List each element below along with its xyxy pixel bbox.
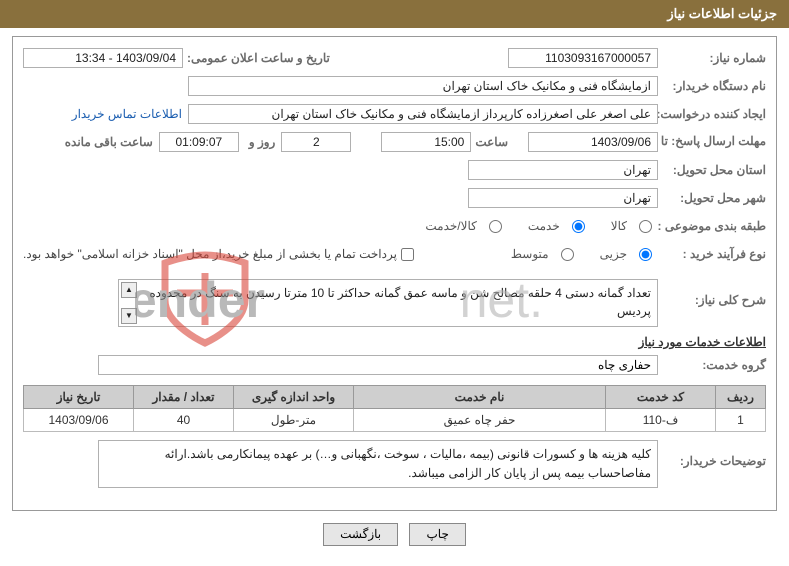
requester-label: ایجاد کننده درخواست:	[658, 107, 766, 121]
td-row: 1	[716, 409, 766, 432]
desc-scrollbar[interactable]: ▲ ▼	[121, 282, 137, 324]
city-value: تهران	[468, 188, 658, 208]
services-table: ردیف کد خدمت نام خدمت واحد اندازه گیری ت…	[23, 385, 766, 432]
buyer-org-label: نام دستگاه خریدار:	[658, 79, 766, 93]
countdown-value: 01:09:07	[159, 132, 239, 152]
radio-service[interactable]	[572, 220, 585, 233]
radio-goods[interactable]	[639, 220, 652, 233]
scroll-up-icon[interactable]: ▲	[121, 282, 137, 298]
general-desc-text: تعداد گمانه دستی 4 حلقه مصالح شن و ماسه …	[149, 286, 651, 318]
order-no-label: شماره نیاز:	[658, 51, 766, 65]
service-group-label: گروه خدمت:	[658, 358, 766, 372]
td-date: 1403/09/06	[24, 409, 134, 432]
radio-minor[interactable]	[639, 248, 652, 261]
province-label: استان محل تحویل:	[658, 163, 766, 177]
button-row: چاپ بازگشت	[0, 523, 789, 546]
requester-value: علی اصغر علی اصغرزاده کارپرداز ازمایشگاه…	[188, 104, 658, 124]
scroll-down-icon[interactable]: ▼	[121, 308, 137, 324]
radio-both[interactable]	[489, 220, 502, 233]
th-unit: واحد اندازه گیری	[234, 386, 354, 409]
td-code: ف-110	[606, 409, 716, 432]
form-frame: شماره نیاز: 1103093167000057 تاریخ و ساع…	[12, 36, 777, 511]
buyer-notes-text: کلیه هزینه ها و کسورات قانونی (بیمه ،مال…	[165, 447, 651, 480]
time-left-label: ساعت باقی مانده	[61, 135, 153, 149]
days-and-label: روز و	[245, 135, 276, 149]
time-label: ساعت	[471, 135, 508, 149]
th-row: ردیف	[716, 386, 766, 409]
th-date: تاریخ نیاز	[24, 386, 134, 409]
province-value: تهران	[468, 160, 658, 180]
page-title: جزئیات اطلاعات نیاز	[667, 6, 777, 21]
days-left-value: 2	[281, 132, 351, 152]
buyer-notes-label: توضیحات خریدار:	[658, 440, 766, 468]
service-group-value: حفاری چاه	[98, 355, 658, 375]
page-header: جزئیات اطلاعات نیاز	[0, 0, 789, 28]
subject-type-group: کالا خدمت کالا/خدمت	[407, 219, 652, 233]
table-header-row: ردیف کد خدمت نام خدمت واحد اندازه گیری ت…	[24, 386, 766, 409]
purchase-proc-group: جزیی متوسط	[493, 247, 652, 261]
general-desc-label: شرح کلی نیاز:	[658, 279, 766, 307]
general-desc-box: تعداد گمانه دستی 4 حلقه مصالح شن و ماسه …	[118, 279, 658, 327]
deadline-date-value: 1403/09/06	[528, 132, 658, 152]
announce-dt-value: 1403/09/04 - 13:34	[23, 48, 183, 68]
buyer-contact-link[interactable]: اطلاعات تماس خریدار	[72, 107, 182, 121]
td-qty: 40	[134, 409, 234, 432]
th-name: نام خدمت	[354, 386, 606, 409]
deadline-label: مهلت ارسال پاسخ: تا تاریخ:	[658, 134, 766, 150]
td-unit: متر-طول	[234, 409, 354, 432]
print-button[interactable]: چاپ	[409, 523, 465, 546]
treasury-checkbox[interactable]	[401, 248, 414, 261]
th-code: کد خدمت	[606, 386, 716, 409]
buyer-org-value: ازمایشگاه فنی و مکانیک خاک استان تهران	[188, 76, 658, 96]
radio-both-label: کالا/خدمت	[425, 219, 476, 233]
city-label: شهر محل تحویل:	[658, 191, 766, 205]
td-name: حفر چاه عمیق	[354, 409, 606, 432]
subject-type-label: طبقه بندی موضوعی :	[658, 219, 766, 233]
radio-medium-label: متوسط	[511, 247, 549, 261]
purchase-proc-label: نوع فرآیند خرید :	[658, 247, 766, 261]
services-header: اطلاعات خدمات مورد نیاز	[23, 335, 766, 349]
table-row: 1 ف-110 حفر چاه عمیق متر-طول 40 1403/09/…	[24, 409, 766, 432]
radio-goods-label: کالا	[611, 219, 627, 233]
announce-dt-label: تاریخ و ساعت اعلان عمومی:	[183, 51, 330, 65]
th-qty: تعداد / مقدار	[134, 386, 234, 409]
deadline-time-value: 15:00	[381, 132, 471, 152]
radio-medium[interactable]	[561, 248, 574, 261]
buyer-notes-box: کلیه هزینه ها و کسورات قانونی (بیمه ،مال…	[98, 440, 658, 488]
back-button[interactable]: بازگشت	[323, 523, 398, 546]
payment-note: پرداخت تمام یا بخشی از مبلغ خرید،از محل …	[23, 247, 397, 261]
order-no-value: 1103093167000057	[508, 48, 658, 68]
radio-service-label: خدمت	[528, 219, 560, 233]
radio-minor-label: جزیی	[600, 247, 627, 261]
